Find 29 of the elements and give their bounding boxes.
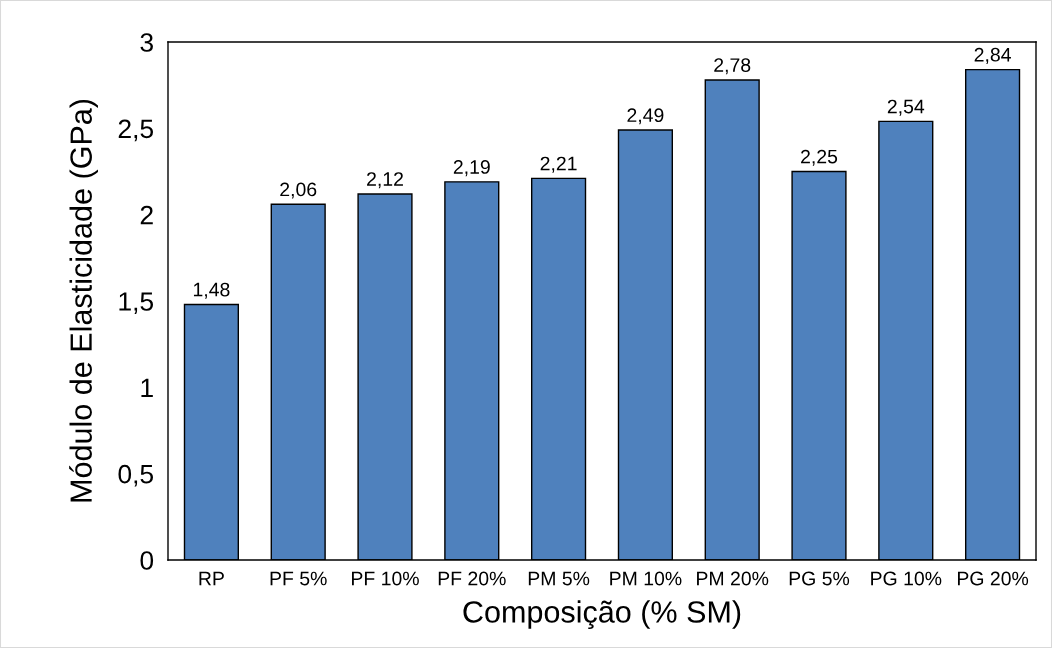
y-tick-label: 0,5 [118,464,154,487]
x-tick-label: PM 20% [697,571,769,586]
x-tick-label: PF 10% [352,571,419,586]
x-tick-label: PG 20% [957,571,1029,586]
x-tick-label: PF 20% [438,571,506,586]
y-tick-label: 2 [140,205,153,225]
data-label: 2,49 [627,108,664,125]
data-label: 1,48 [193,282,230,299]
y-tick-label: 0 [140,551,154,570]
x-tick-label: PG 10% [871,571,942,586]
x-tick-label: PM 5% [528,571,590,586]
data-label: 2,25 [801,149,838,166]
x-axis-title: Composição (% SM) [463,600,741,629]
y-tick-label: 1 [141,378,153,397]
data-label: 2,19 [453,160,490,177]
x-tick-label: PG 5% [789,571,850,586]
data-label: 2,54 [887,99,925,116]
x-tick-label: PM 10% [610,571,682,586]
y-tick-label: 2,5 [118,119,154,142]
data-label: 2,21 [540,156,577,173]
y-tick-label: 3 [140,33,153,52]
data-label: 2,84 [974,47,1011,64]
data-label: 2,06 [280,182,317,199]
y-axis-title: Módulo de Elasticidade (GPa) [69,99,98,502]
x-tick-label: PF 5% [270,571,327,586]
data-label: 2,12 [367,172,403,189]
y-tick-label: 1,5 [119,292,154,314]
x-tick-label: RP [199,571,224,586]
data-label: 2,78 [714,58,751,75]
